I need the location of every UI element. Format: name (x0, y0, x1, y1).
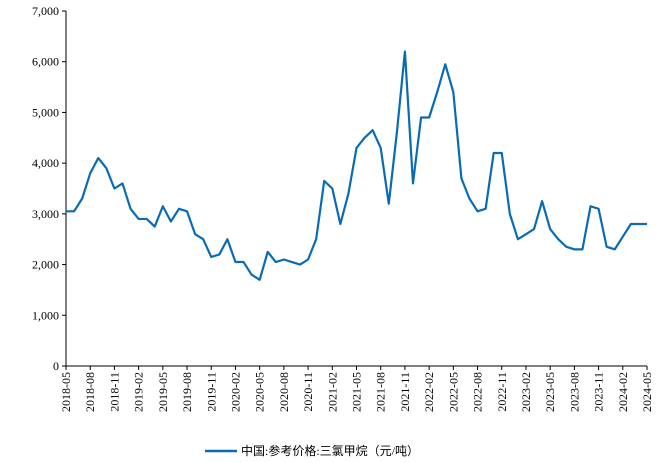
x-tick-label: 2019-05 (156, 372, 170, 412)
y-tick-label: 3,000 (32, 207, 59, 221)
x-tick-label: 2020-08 (277, 372, 291, 412)
legend-label: 中国:参考价格:三氯甲烷（元/吨） (241, 443, 419, 458)
x-tick-label: 2022-08 (471, 372, 485, 412)
x-tick-label: 2019-08 (180, 372, 194, 412)
x-tick-label: 2020-05 (253, 372, 267, 412)
x-tick-label: 2024-02 (616, 372, 630, 412)
line-series (66, 50, 647, 281)
x-tick-label: 2020-02 (228, 372, 242, 412)
x-tick-label: 2023-11 (592, 372, 606, 412)
x-tick-label: 2018-05 (59, 372, 73, 412)
y-tick-label: 2,000 (32, 258, 59, 272)
x-tick-label: 2024-05 (640, 372, 654, 412)
y-tick-label: 4,000 (32, 156, 59, 170)
x-tick-label: 2021-05 (350, 372, 364, 412)
x-tick-label: 2021-08 (374, 372, 388, 412)
x-tick-label: 2018-11 (107, 372, 121, 412)
y-tick-label: 0 (53, 359, 59, 373)
x-tick-label: 2019-02 (132, 372, 146, 412)
y-tick-label: 5,000 (32, 105, 59, 119)
x-tick-label: 2023-05 (543, 372, 557, 412)
x-tick-label: 2021-11 (398, 372, 412, 412)
x-tick-label: 2022-05 (446, 372, 460, 412)
x-tick-label: 2020-11 (301, 372, 315, 412)
x-tick-label: 2019-11 (204, 372, 218, 412)
x-tick-label: 2022-02 (422, 372, 436, 412)
x-tick-label: 2021-02 (325, 372, 339, 412)
y-tick-label: 6,000 (32, 55, 59, 69)
x-tick-label: 2023-02 (519, 372, 533, 412)
x-tick-label: 2022-11 (495, 372, 509, 412)
y-tick-label: 7,000 (32, 4, 59, 18)
y-tick-label: 1,000 (32, 308, 59, 322)
x-tick-label: 2023-08 (567, 372, 581, 412)
x-tick-label: 2018-08 (83, 372, 97, 412)
